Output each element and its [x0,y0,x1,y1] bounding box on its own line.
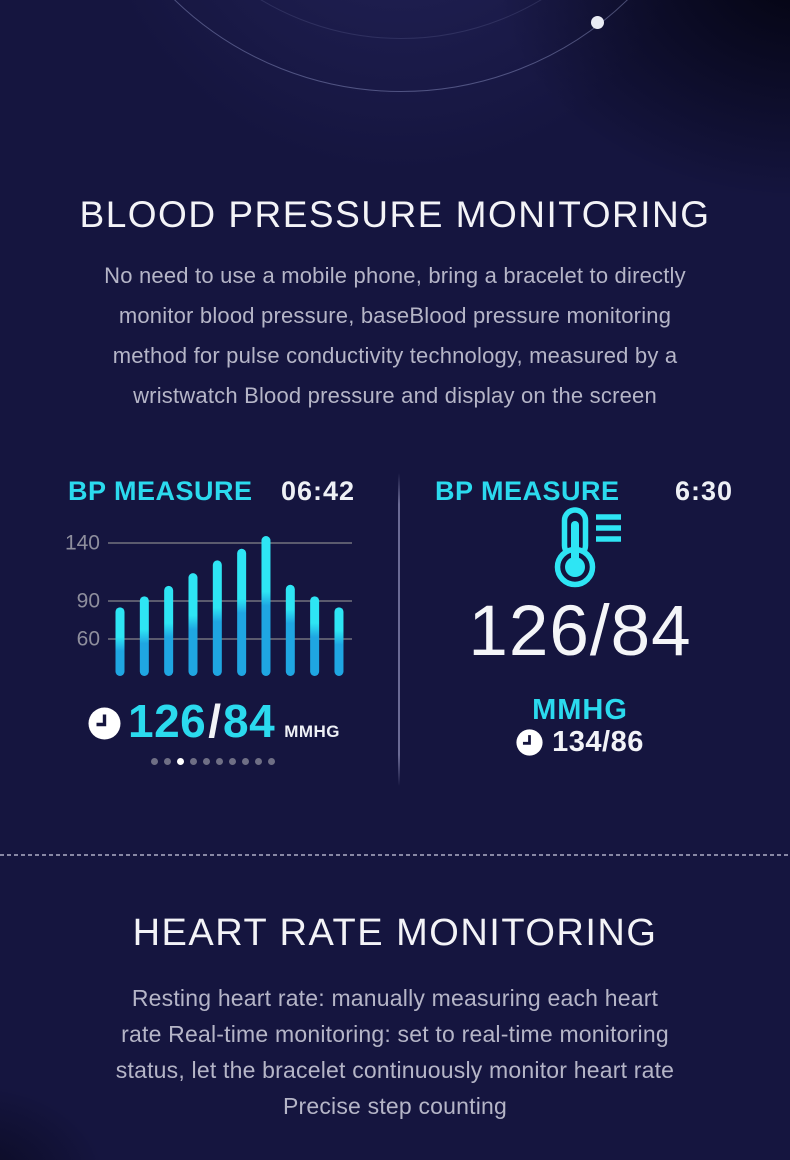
diastolic-value: 84 [223,695,276,747]
pagination-dot [268,758,275,765]
left-watch-time: 06:42 [281,476,356,506]
hr-desc-line: status, let the bracelet continuously mo… [115,1057,675,1083]
bp-bar [261,536,271,676]
pagination-dot [164,758,171,765]
thermometer-with-list-icon [554,507,621,588]
right-watch-screen: BP MEASURE 6:30 126/84 MMHG 134/86 [400,470,760,790]
pagination-dot [190,758,197,765]
pressure-unit: MMHG [284,722,341,741]
bp-desc-line: No need to use a mobile phone, bring a b… [104,263,686,288]
bp-bar [188,573,198,676]
clock-icon [516,729,543,756]
hr-desc-line: Resting heart rate: manually measuring e… [131,985,659,1011]
reading-separator: / [208,695,222,747]
previous-reading-value: 134/86 [552,726,644,758]
pagination-dot [151,758,158,765]
section-divider [0,854,790,856]
bp-bar [334,607,344,676]
pagination-dot [216,758,223,765]
orbit-dot [591,16,604,29]
bp-bar [285,584,295,676]
svg-text:60: 60 [77,628,100,651]
right-watch-reading: 126/84 [468,592,692,671]
bp-bar [310,596,320,676]
pagination-dots [151,758,275,765]
clock-icon [88,707,121,739]
bp-desc-line: wristwatch Blood pressure and display on… [133,383,657,408]
panel-divider [398,473,400,786]
pagination-dot [229,758,236,765]
svg-text:90: 90 [77,590,100,613]
left-watch-reading: 126 / 84 MMHG [88,694,340,748]
bp-bar [164,585,174,676]
systolic-value: 126 [128,695,207,747]
right-watch-title: BP MEASURE [435,476,620,506]
pagination-dot [255,758,262,765]
right-watch-time: 6:30 [674,476,733,506]
right-watch-unit: MMHG [532,694,628,726]
bp-bar [212,560,222,676]
left-watch-title: BP MEASURE [68,476,253,506]
bp-bar [237,548,247,676]
previous-reading-row: 134/86 [400,726,760,759]
hr-section-description: Resting heart rate: manually measuring e… [0,980,790,1124]
pagination-dot-active [177,758,184,765]
svg-text:140: 140 [65,532,100,555]
hr-section-title: HEART RATE MONITORING [132,912,658,954]
hr-desc-line: rate Real-time monitoring: set to real-t… [121,1021,669,1047]
bp-bar-chart: 140 90 60 [65,532,352,676]
bp-section-title: BLOOD PRESSURE MONITORING [79,194,711,235]
pagination-dot [242,758,249,765]
hr-desc-line: Precise step counting [282,1093,508,1119]
bp-section-description: No need to use a mobile phone, bring a b… [0,256,790,416]
bp-bar [115,607,125,676]
bp-desc-line: method for pulse conductivity technology… [112,343,678,368]
pagination-dot [203,758,210,765]
bp-desc-line: monitor blood pressure, baseBlood pressu… [118,303,672,328]
bp-bar [139,596,149,676]
